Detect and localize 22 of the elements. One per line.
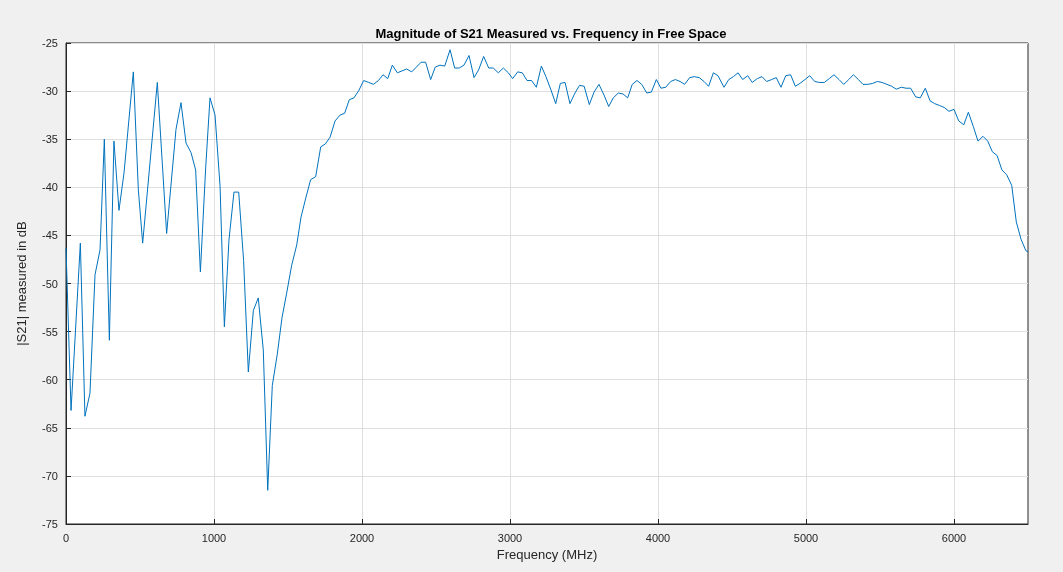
line-series [65,49,1029,491]
y-tick-label: -60 [42,373,58,386]
y-tick-label: -50 [42,277,58,290]
x-tick-label: 0 [62,531,70,544]
y-tick-label: -75 [42,518,58,530]
x-tick-label: 3000 [497,531,523,544]
x-tick-label: 5000 [793,531,819,544]
x-tick-label: 1000 [201,531,227,544]
y-tick-label: -65 [42,421,58,434]
x-tick-label: 6000 [941,531,967,544]
y-axis-title: |S21| measured in dB [14,221,29,346]
y-tick-label: -70 [42,469,58,482]
x-tick-label: 4000 [645,531,671,544]
y-tick-label: -55 [42,325,58,338]
y-tick-label: -35 [42,133,58,146]
x-axis-title: Frequency (MHz) [496,546,598,562]
y-tick-label: -45 [42,229,58,242]
chart-title: Magnitude of S21 Measured vs. Frequency in Free Space [375,26,727,41]
y-tick-label: -30 [42,85,58,98]
y-tick-label: -25 [42,37,58,49]
x-tick-label: 2000 [349,531,375,544]
y-tick-label: -40 [42,181,58,194]
